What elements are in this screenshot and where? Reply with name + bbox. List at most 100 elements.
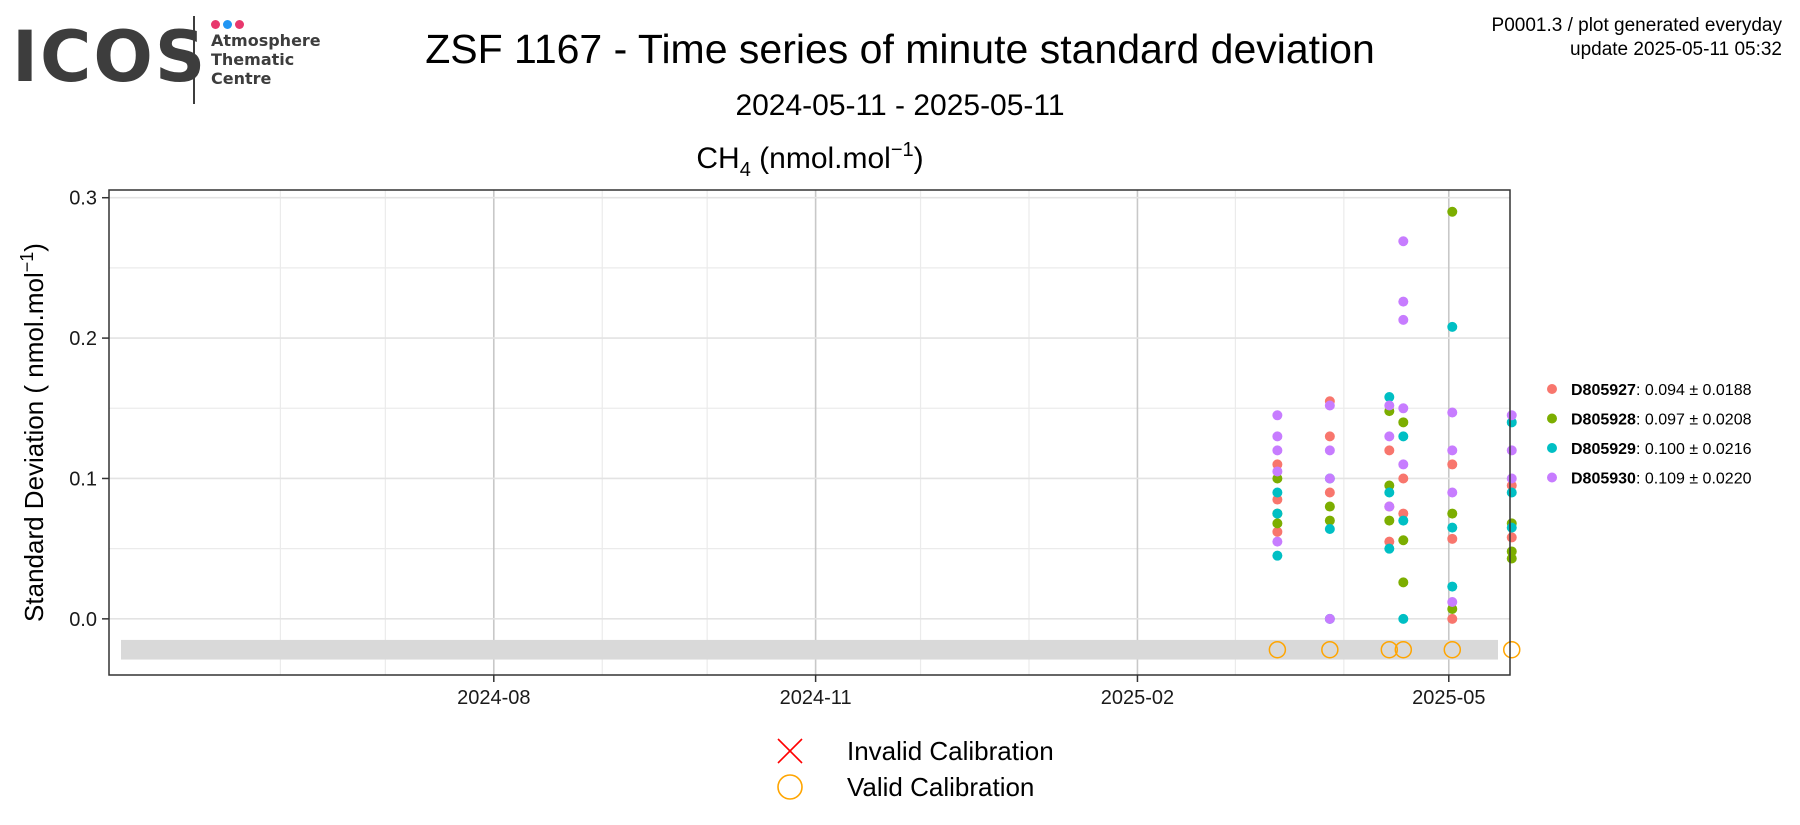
legend-marker [1547,443,1557,453]
plot-info: P0001.3 / plot generated everyday update… [1492,14,1782,62]
data-point [1398,236,1409,247]
data-point [1324,445,1335,456]
data-point [1506,546,1517,557]
data-point [1272,445,1283,456]
data-point [1324,431,1335,442]
data-point [1398,508,1409,519]
calibration-band [121,639,1498,660]
page-title: ZSF 1167 - Time series of minute standar… [425,26,1375,72]
data-point [1272,550,1283,561]
data-point [1272,459,1283,470]
legend-label: D805928: 0.097 ± 0.0208 [1571,412,1752,429]
data-point [1384,543,1395,554]
logo-dot-3 [235,20,244,29]
invalid-calibration-icon [777,738,803,764]
valid-calibration-marker [1502,640,1521,659]
valid-calibration-marker [1321,640,1339,659]
data-point [1324,487,1335,498]
data-point [1324,613,1335,624]
logo-divider [193,16,195,104]
legend-label: D805930: 0.109 ± 0.0220 [1571,471,1752,488]
data-point [1398,515,1409,526]
y-tick-label: 0.1 [69,468,97,490]
data-point [1384,487,1395,498]
legend-marker [1547,384,1557,394]
data-point [1506,487,1517,498]
data-point [1384,392,1395,403]
data-point [1447,522,1458,533]
calibration-legend-label: Valid Calibration [847,772,1034,802]
data-point [1506,410,1517,421]
data-point [1272,494,1283,505]
plot-info-line1: P0001.3 / plot generated everyday [1491,15,1782,36]
data-point [1324,515,1335,526]
valid-calibration-marker [1380,640,1399,659]
data-point [1272,508,1283,519]
plot-border [108,189,1511,676]
data-point [1447,508,1458,519]
data-point [1384,400,1395,411]
data-point [1506,417,1517,428]
valid-calibration-marker [1443,640,1462,659]
data-point [1398,296,1409,307]
data-point [1447,407,1458,418]
data-point [1506,522,1517,533]
x-tick-label: 2024-11 [780,687,852,709]
data-point [1272,536,1283,547]
data-point [1447,613,1458,624]
data-point [1398,431,1409,442]
legend-marker [1547,472,1557,483]
data-point [1272,487,1283,498]
logo-line-1: Atmosphere [211,31,321,50]
data-point [1272,410,1283,421]
legend-label: D805927: 0.094 ± 0.0188 [1571,382,1752,399]
data-point [1447,604,1458,615]
logo-line-3: Centre [211,69,272,88]
logo-line-2: Thematic [211,50,295,69]
data-point [1447,206,1458,217]
data-point [1384,515,1395,526]
panel-title: CH4 (nmol.mol−1) [696,139,923,181]
y-tick-label: 0.0 [69,609,97,631]
legend-label: D805929: 0.100 ± 0.0216 [1571,441,1752,458]
data-point [1384,445,1395,456]
data-point [1272,431,1283,442]
data-point [1447,445,1458,456]
y-tick-label: 0.2 [69,328,97,350]
data-point [1398,577,1409,588]
data-point [1447,533,1458,544]
data-point [1506,532,1517,543]
data-point [1506,553,1517,564]
date-range-subtitle: 2024-05-11 - 2025-05-11 [735,89,1065,122]
data-point [1384,480,1395,491]
data-point [1447,487,1458,498]
data-point [1398,613,1409,624]
x-tick-label: 2025-05 [1412,687,1485,709]
valid-calibration-icon [777,774,803,800]
data-point [1506,445,1517,456]
data-point [1398,403,1409,414]
data-point [1398,535,1409,546]
data-point [1272,526,1283,537]
valid-calibration-marker [1268,640,1287,659]
data-point [1384,536,1395,547]
data-point [1324,524,1335,535]
data-point [1447,581,1458,592]
data-point [1506,480,1517,491]
calibration-legend-label: Invalid Calibration [847,736,1054,766]
data-point [1324,501,1335,512]
data-point [1398,417,1409,428]
data-point [1324,473,1335,484]
x-tick-label: 2025-02 [1101,687,1174,709]
data-point [1384,431,1395,442]
data-point [1324,400,1335,411]
data-point [1447,597,1458,608]
data-point [1272,473,1283,484]
logo-wordmark: ICOS [12,16,208,98]
data-point [1447,459,1458,470]
icos-logo: ICOS Atmosphere Thematic Centre [12,16,342,108]
data-point [1384,501,1395,512]
logo-dots [211,16,247,34]
data-point [1272,518,1283,529]
